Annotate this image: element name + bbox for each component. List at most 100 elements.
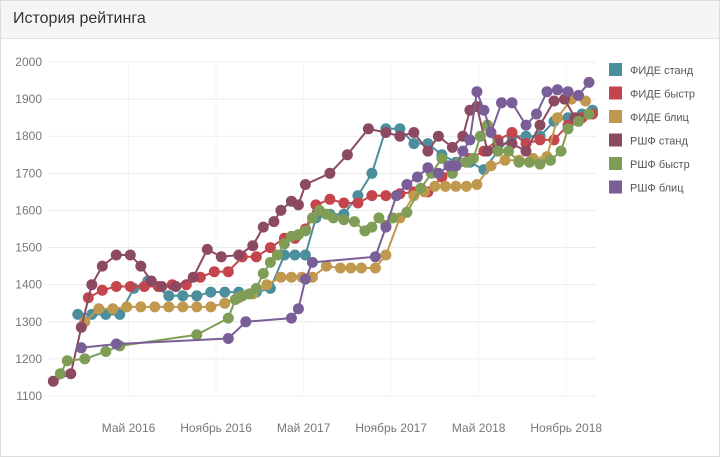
data-point[interactable] xyxy=(439,180,451,192)
data-point[interactable] xyxy=(219,286,231,298)
data-point[interactable] xyxy=(54,368,66,380)
data-point[interactable] xyxy=(482,145,493,157)
data-point[interactable] xyxy=(369,251,381,263)
data-point[interactable] xyxy=(289,249,301,261)
data-point[interactable] xyxy=(247,240,259,252)
data-point[interactable] xyxy=(341,149,353,161)
data-point[interactable] xyxy=(573,89,584,101)
data-point[interactable] xyxy=(261,279,273,291)
legend-item[interactable]: РШФ быстр xyxy=(609,157,690,171)
data-point[interactable] xyxy=(96,260,108,272)
data-point[interactable] xyxy=(292,303,304,315)
legend-item[interactable]: ФИДЕ станд xyxy=(609,63,694,77)
data-point[interactable] xyxy=(408,138,420,150)
data-point[interactable] xyxy=(471,86,483,98)
data-point[interactable] xyxy=(110,338,122,350)
data-point[interactable] xyxy=(208,266,220,278)
data-point[interactable] xyxy=(240,316,252,328)
data-point[interactable] xyxy=(121,301,133,313)
data-point[interactable] xyxy=(450,180,462,192)
data-point[interactable] xyxy=(65,368,77,380)
data-point[interactable] xyxy=(110,249,122,261)
data-point[interactable] xyxy=(345,262,357,274)
data-point[interactable] xyxy=(369,262,381,274)
legend-item[interactable]: РШФ станд xyxy=(609,133,688,148)
data-point[interactable] xyxy=(422,145,434,157)
data-point[interactable] xyxy=(401,179,413,190)
data-point[interactable] xyxy=(545,154,556,166)
data-point[interactable] xyxy=(107,303,119,315)
data-point[interactable] xyxy=(257,221,269,233)
data-point[interactable] xyxy=(306,256,318,268)
data-point[interactable] xyxy=(264,242,276,254)
data-point[interactable] xyxy=(299,249,311,261)
data-point[interactable] xyxy=(233,249,245,261)
data-point[interactable] xyxy=(135,260,147,272)
data-point[interactable] xyxy=(531,108,542,120)
data-point[interactable] xyxy=(149,301,161,313)
data-point[interactable] xyxy=(324,193,336,205)
data-point[interactable] xyxy=(408,190,420,202)
data-point[interactable] xyxy=(506,127,518,138)
data-point[interactable] xyxy=(562,123,574,135)
data-point[interactable] xyxy=(373,212,385,224)
data-point[interactable] xyxy=(250,251,262,263)
data-point[interactable] xyxy=(467,153,479,164)
legend-item[interactable]: ФИДЕ блиц xyxy=(609,110,689,124)
data-point[interactable] xyxy=(93,303,105,315)
data-point[interactable] xyxy=(355,262,367,274)
data-point[interactable] xyxy=(583,76,595,88)
data-point[interactable] xyxy=(100,346,112,357)
data-point[interactable] xyxy=(496,97,507,109)
data-point[interactable] xyxy=(348,216,360,228)
data-point[interactable] xyxy=(534,134,546,146)
data-point[interactable] xyxy=(380,127,392,138)
data-point[interactable] xyxy=(520,119,532,131)
data-point[interactable] xyxy=(163,290,175,302)
data-point[interactable] xyxy=(170,281,182,292)
data-point[interactable] xyxy=(299,179,311,190)
legend-item[interactable]: РШФ блиц xyxy=(609,180,684,195)
legend-item[interactable]: ФИДЕ быстр xyxy=(609,86,695,101)
data-point[interactable] xyxy=(299,225,311,237)
data-point[interactable] xyxy=(271,249,283,261)
data-point[interactable] xyxy=(96,284,108,296)
data-point[interactable] xyxy=(436,153,448,164)
data-point[interactable] xyxy=(177,301,189,313)
data-point[interactable] xyxy=(79,353,91,365)
data-point[interactable] xyxy=(338,214,350,226)
data-point[interactable] xyxy=(534,119,546,131)
data-point[interactable] xyxy=(390,190,402,202)
data-point[interactable] xyxy=(366,167,378,179)
data-point[interactable] xyxy=(552,84,563,96)
data-point[interactable] xyxy=(408,127,420,138)
data-point[interactable] xyxy=(562,86,574,98)
data-point[interactable] xyxy=(191,301,203,313)
data-point[interactable] xyxy=(573,115,584,127)
data-point[interactable] xyxy=(187,271,199,283)
data-point[interactable] xyxy=(457,145,469,157)
data-point[interactable] xyxy=(324,167,336,179)
data-point[interactable] xyxy=(471,179,483,190)
data-point[interactable] xyxy=(292,199,304,211)
data-point[interactable] xyxy=(411,171,423,183)
data-point[interactable] xyxy=(135,301,147,313)
data-point[interactable] xyxy=(499,154,511,166)
data-point[interactable] xyxy=(464,134,476,146)
data-point[interactable] xyxy=(306,212,318,224)
data-point[interactable] xyxy=(446,141,458,153)
data-point[interactable] xyxy=(257,268,269,279)
data-point[interactable] xyxy=(583,108,595,120)
data-point[interactable] xyxy=(478,104,490,116)
data-point[interactable] xyxy=(222,333,234,344)
data-point[interactable] xyxy=(278,238,290,250)
data-point[interactable] xyxy=(201,243,213,255)
data-point[interactable] xyxy=(124,281,136,292)
data-point[interactable] xyxy=(268,216,280,228)
data-point[interactable] xyxy=(72,308,84,320)
data-point[interactable] xyxy=(219,297,231,309)
data-point[interactable] xyxy=(205,301,217,313)
data-point[interactable] xyxy=(275,271,287,283)
data-point[interactable] xyxy=(513,156,525,168)
data-point[interactable] xyxy=(380,190,392,202)
